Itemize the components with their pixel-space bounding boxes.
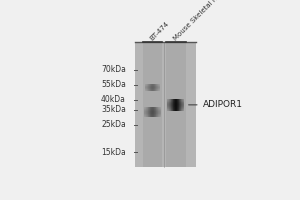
Text: 55kDa: 55kDa — [101, 80, 126, 89]
Bar — [145, 84, 160, 85]
Bar — [145, 85, 160, 86]
Bar — [167, 107, 184, 108]
Text: 70kDa: 70kDa — [101, 65, 126, 74]
Bar — [145, 87, 160, 88]
Bar — [167, 105, 184, 106]
Bar — [167, 101, 184, 102]
Bar — [144, 115, 161, 116]
Bar — [144, 107, 161, 108]
Bar — [167, 102, 184, 103]
Bar — [144, 116, 161, 117]
Bar — [145, 89, 160, 90]
Bar — [145, 90, 160, 91]
Bar — [167, 109, 184, 110]
Bar — [144, 114, 161, 115]
Text: 35kDa: 35kDa — [101, 105, 126, 114]
Bar — [166, 42, 186, 167]
Bar — [143, 42, 163, 167]
Text: 25kDa: 25kDa — [101, 120, 126, 129]
Bar — [135, 42, 196, 167]
Bar — [144, 113, 161, 114]
Bar — [145, 88, 160, 89]
Text: Mouse Skeletal muscle: Mouse Skeletal muscle — [172, 0, 233, 42]
Text: 15kDa: 15kDa — [101, 148, 126, 157]
Text: 40kDa: 40kDa — [101, 95, 126, 104]
Bar — [144, 109, 161, 110]
Text: ADIPOR1: ADIPOR1 — [189, 100, 243, 109]
Bar — [145, 86, 160, 87]
Bar — [144, 112, 161, 113]
Bar — [167, 99, 184, 100]
Bar — [144, 111, 161, 112]
Bar — [167, 100, 184, 101]
Bar — [167, 103, 184, 104]
Bar — [167, 106, 184, 107]
Text: BT-474: BT-474 — [149, 20, 170, 42]
Bar — [167, 108, 184, 109]
Bar — [144, 108, 161, 109]
Bar — [167, 104, 184, 105]
Bar — [144, 110, 161, 111]
Bar — [167, 110, 184, 111]
